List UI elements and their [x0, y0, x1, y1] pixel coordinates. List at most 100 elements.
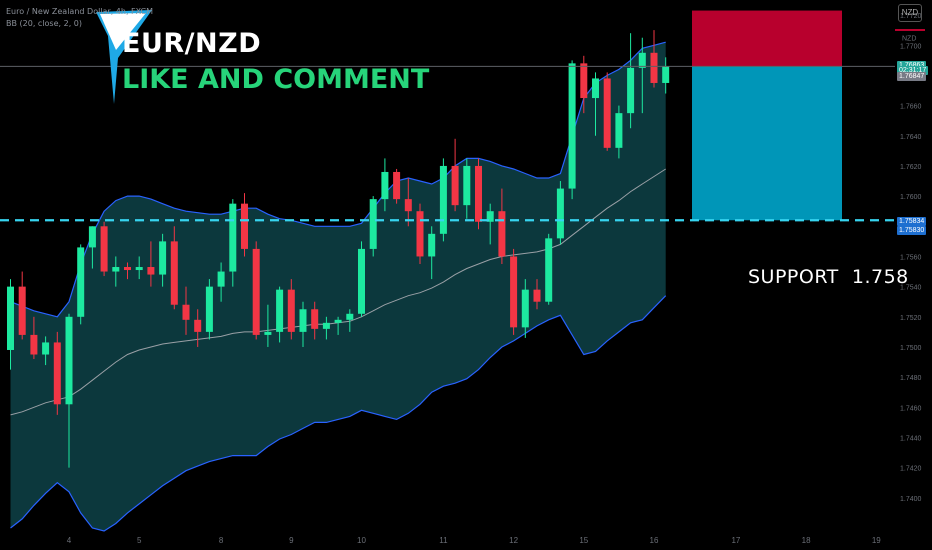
candle-body — [393, 171, 401, 200]
candle — [159, 233, 167, 287]
price-tick-label: 1.7560 — [900, 254, 922, 261]
candle-body — [545, 238, 553, 302]
candle-body — [486, 211, 494, 222]
chart-legend[interactable]: Euro / New Zealand Dollar, 4h, FXCM BB (… — [6, 6, 153, 30]
support-value: 1.758 — [851, 266, 909, 288]
candle-body — [416, 211, 424, 257]
candlesticks[interactable] — [7, 30, 670, 468]
candle — [568, 60, 576, 200]
candle — [358, 241, 365, 317]
candle-body — [77, 247, 85, 317]
upper-band-line — [10, 41, 666, 318]
candle-body — [627, 67, 635, 114]
candle-body — [53, 342, 61, 405]
candle-body — [381, 171, 389, 200]
candle-body — [358, 248, 365, 314]
price-axis[interactable]: 1.77201.77001.76801.76601.76401.76201.76… — [895, 13, 925, 503]
candle-body — [194, 319, 202, 332]
candle — [404, 178, 412, 227]
candle-body — [334, 319, 342, 323]
candle-body — [18, 286, 26, 335]
candle-body — [463, 165, 471, 206]
support-annotation: SUPPORT 1.758 — [748, 266, 909, 288]
candle-body — [241, 203, 248, 249]
candle — [217, 262, 225, 302]
candle-body — [662, 66, 670, 83]
candle-body — [182, 304, 190, 320]
candle — [229, 199, 237, 287]
candle-body — [475, 165, 482, 222]
candle-body — [264, 331, 272, 335]
candle — [194, 309, 202, 347]
candle — [592, 72, 599, 136]
candle-body — [369, 199, 377, 249]
candle — [264, 304, 272, 347]
candle — [463, 158, 471, 219]
chart-title: EUR/NZD — [122, 28, 262, 59]
candle-body — [404, 199, 412, 212]
time-tick-label: 19 — [872, 536, 881, 545]
candle — [182, 286, 190, 335]
candle — [252, 241, 260, 340]
candle-body — [65, 316, 73, 405]
candle — [53, 331, 61, 415]
candle-body — [346, 313, 354, 320]
currency-button[interactable]: NZD — [898, 4, 922, 22]
candle — [545, 233, 553, 305]
candle — [112, 256, 120, 287]
candle — [638, 37, 646, 114]
stop-loss-zone — [692, 10, 842, 67]
candle — [30, 316, 38, 360]
time-tick-label: 8 — [219, 536, 224, 545]
price-tick-label: 1.7700 — [900, 43, 922, 50]
band-fill — [10, 42, 666, 531]
risk-reward-zones[interactable] — [692, 10, 842, 221]
candle-body — [170, 241, 178, 305]
candle — [369, 196, 377, 257]
candle — [650, 30, 658, 88]
candle — [7, 279, 14, 370]
candle — [299, 301, 307, 347]
candle-body — [88, 226, 96, 248]
symbol-legend: Euro / New Zealand Dollar, 4h, FXCM — [6, 7, 154, 16]
candle-body — [147, 267, 155, 275]
price-tick-label: 1.7440 — [900, 435, 922, 442]
candle — [615, 105, 623, 159]
candle-body — [7, 286, 14, 350]
candle-body — [287, 289, 295, 332]
indicator-legend: BB (20, close, 2, 0) — [6, 19, 82, 28]
time-tick-label: 11 — [439, 536, 448, 545]
candle — [428, 226, 436, 280]
axis-unit-label: NZD — [902, 36, 916, 43]
candle — [521, 279, 529, 338]
price-tick-label: 1.7540 — [900, 285, 922, 292]
candle — [498, 188, 506, 264]
candle — [135, 256, 143, 280]
time-tick-label: 18 — [802, 536, 811, 545]
candle — [381, 158, 389, 212]
logo-highlight — [100, 13, 146, 50]
candle — [346, 309, 354, 332]
candle — [486, 203, 494, 245]
time-tick-label: 5 — [137, 536, 142, 545]
reference-lines — [0, 65, 895, 222]
candle-body — [439, 165, 447, 234]
candle — [510, 248, 518, 335]
logo-arrow-icon — [96, 10, 152, 104]
price-tag: 1.76847 — [897, 72, 927, 82]
candle-body — [42, 342, 50, 355]
take-profit-zone — [692, 66, 842, 221]
candle-body — [428, 233, 436, 257]
candle — [393, 168, 401, 204]
candle — [77, 244, 85, 325]
candle-body — [638, 52, 646, 68]
candle — [322, 316, 330, 340]
time-tick-label: 15 — [579, 536, 588, 545]
time-axis[interactable]: 4 5 8 9 10 11 12 15 16 17 18 19 — [67, 536, 882, 545]
candle-body — [556, 188, 564, 239]
candle-body — [592, 78, 599, 99]
price-tick-label: 1.7500 — [900, 345, 922, 352]
candle-body — [229, 203, 237, 272]
candle — [533, 279, 541, 310]
